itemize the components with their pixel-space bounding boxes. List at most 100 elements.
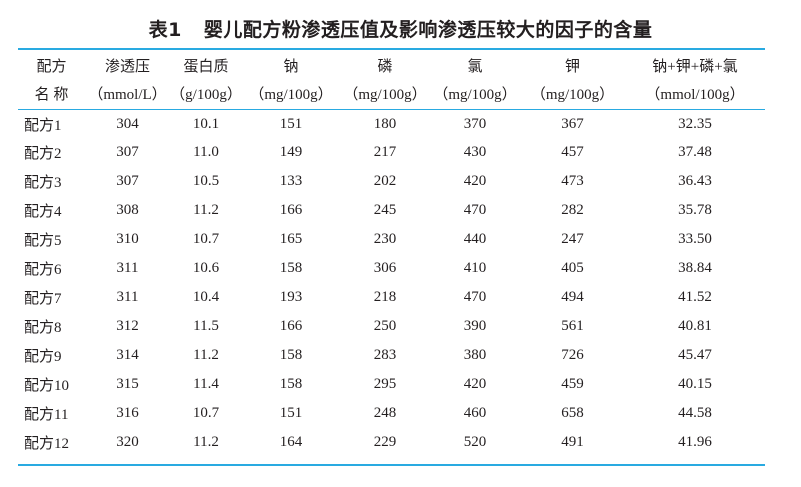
cell-formula-name: 配方8 [24, 320, 62, 336]
cell-electrolyte-sum: 38.84 [678, 260, 712, 276]
cell-electrolyte-sum: 33.50 [678, 231, 712, 247]
cell-potassium: 491 [561, 434, 584, 450]
table-row: 配方10 315 11.4 158 295 420 459 40.15 [18, 370, 765, 399]
cell-osmolality: 307 [116, 173, 139, 189]
table-row: 配方6 311 10.6 158 306 410 405 38.84 [18, 254, 765, 283]
header-electrolyte-sum-label: 钠+钾+磷+氯 [652, 59, 738, 75]
header-osmolality-label: 渗透压 [104, 59, 150, 75]
header-electrolyte-sum-unit: （mmol/100g） [645, 87, 745, 103]
header-osmolality-unit: （mmol/L） [88, 87, 167, 103]
cell-osmolality: 310 [116, 231, 139, 247]
cell-protein: 11.5 [193, 318, 219, 334]
header-chloride-label: 氯 [467, 59, 483, 75]
cell-formula-name: 配方2 [24, 146, 62, 162]
cell-electrolyte-sum: 40.81 [678, 318, 712, 334]
cell-osmolality: 307 [116, 144, 139, 160]
cell-phosphorus: 217 [373, 144, 397, 160]
cell-electrolyte-sum: 45.47 [678, 347, 712, 363]
cell-phosphorus: 250 [373, 318, 397, 334]
top-rule [18, 48, 765, 50]
cell-chloride: 420 [463, 376, 487, 392]
cell-phosphorus: 229 [373, 434, 397, 450]
cell-potassium: 459 [561, 376, 584, 392]
cell-protein: 11.2 [193, 202, 219, 218]
header-rule [18, 109, 765, 110]
cell-protein: 10.4 [192, 289, 220, 305]
cell-chloride: 420 [463, 173, 487, 189]
header-protein-unit: （g/100g） [170, 87, 242, 103]
cell-chloride: 520 [463, 434, 487, 450]
cell-formula-name: 配方6 [24, 262, 62, 278]
cell-osmolality: 308 [116, 202, 139, 218]
cell-osmolality: 314 [116, 347, 139, 363]
cell-potassium: 367 [561, 116, 584, 132]
cell-sodium: 166 [279, 202, 303, 218]
cell-osmolality: 316 [116, 405, 139, 421]
cell-sodium: 166 [279, 318, 303, 334]
cell-phosphorus: 248 [373, 405, 397, 421]
cell-formula-name: 配方1 [24, 118, 62, 134]
cell-phosphorus: 306 [373, 260, 397, 276]
cell-chloride: 460 [463, 405, 487, 421]
bottom-rule [18, 464, 765, 466]
cell-sodium: 164 [279, 434, 303, 450]
cell-phosphorus: 283 [373, 347, 397, 363]
header-protein-label: 蛋白质 [183, 59, 229, 75]
table-row: 配方1 304 10.1 151 180 370 367 32.35 [18, 109, 765, 138]
cell-formula-name: 配方9 [24, 349, 62, 365]
cell-potassium: 405 [561, 260, 584, 276]
cell-chloride: 470 [463, 202, 487, 218]
table-title: 表1 婴儿配方粉渗透压值及影响渗透压较大的因子的含量 [0, 15, 801, 42]
cell-osmolality: 320 [116, 434, 139, 450]
cell-electrolyte-sum: 36.43 [678, 173, 712, 189]
header-sodium-label: 钠 [283, 59, 299, 75]
header-sodium-unit: （mg/100g） [249, 87, 333, 103]
header-formula-name-unit: 名 称 [34, 87, 69, 103]
cell-formula-name: 配方4 [24, 204, 62, 220]
header-chloride-unit: （mg/100g） [433, 87, 517, 103]
table-row: 配方8 312 11.5 166 250 390 561 40.81 [18, 312, 765, 341]
cell-chloride: 410 [463, 260, 487, 276]
table-row: 配方2 307 11.0 149 217 430 457 37.48 [18, 138, 765, 167]
cell-formula-name: 配方10 [24, 378, 70, 394]
cell-sodium: 151 [279, 116, 303, 132]
cell-electrolyte-sum: 41.52 [678, 289, 712, 305]
data-table: 配方 渗透压 蛋白质 钠 磷 氯 钾 钠+钾+磷+氯 名 称 （mmol/L） （g/100g） （… [18, 51, 765, 457]
header-phosphorus-label: 磷 [377, 59, 393, 75]
cell-chloride: 380 [463, 347, 487, 363]
cell-electrolyte-sum: 32.35 [678, 116, 712, 132]
cell-protein: 10.7 [192, 405, 220, 421]
table-row: 配方3 307 10.5 133 202 420 473 36.43 [18, 167, 765, 196]
cell-formula-name: 配方7 [24, 291, 62, 307]
cell-chloride: 390 [463, 318, 487, 334]
table-body: 配方1 304 10.1 151 180 370 367 32.35 配方2 307 11.0 149… [18, 109, 765, 457]
cell-sodium: 158 [279, 260, 303, 276]
cell-sodium: 193 [279, 289, 303, 305]
cell-chloride: 440 [463, 231, 487, 247]
header-formula-name-label: 配方 [36, 59, 67, 75]
cell-potassium: 726 [561, 347, 584, 363]
cell-phosphorus: 245 [373, 202, 397, 218]
cell-potassium: 282 [561, 202, 584, 218]
header-phosphorus-unit: （mg/100g） [343, 87, 427, 103]
cell-electrolyte-sum: 40.15 [678, 376, 712, 392]
cell-protein: 11.4 [193, 376, 219, 392]
cell-electrolyte-sum: 35.78 [678, 202, 712, 218]
table-row: 配方11 316 10.7 151 248 460 658 44.58 [18, 399, 765, 428]
table-row: 配方12 320 11.2 164 229 520 491 41.96 [18, 428, 765, 457]
cell-protein: 11.0 [193, 144, 219, 160]
cell-protein: 10.6 [192, 260, 220, 276]
cell-formula-name: 配方3 [24, 175, 62, 191]
header-row-2: 名 称 （mmol/L） （g/100g） （mg/100g） （mg/100g） （mg… [18, 80, 765, 109]
cell-formula-name: 配方5 [24, 233, 62, 249]
cell-protein: 11.2 [193, 434, 219, 450]
cell-formula-name: 配方11 [24, 407, 69, 423]
cell-potassium: 658 [561, 405, 584, 421]
cell-phosphorus: 202 [373, 173, 397, 189]
cell-phosphorus: 218 [373, 289, 397, 305]
cell-potassium: 457 [561, 144, 584, 160]
table-row: 配方7 311 10.4 193 218 470 494 41.52 [18, 283, 765, 312]
cell-electrolyte-sum: 41.96 [678, 434, 712, 450]
cell-osmolality: 315 [116, 376, 139, 392]
cell-formula-name: 配方12 [24, 436, 70, 452]
